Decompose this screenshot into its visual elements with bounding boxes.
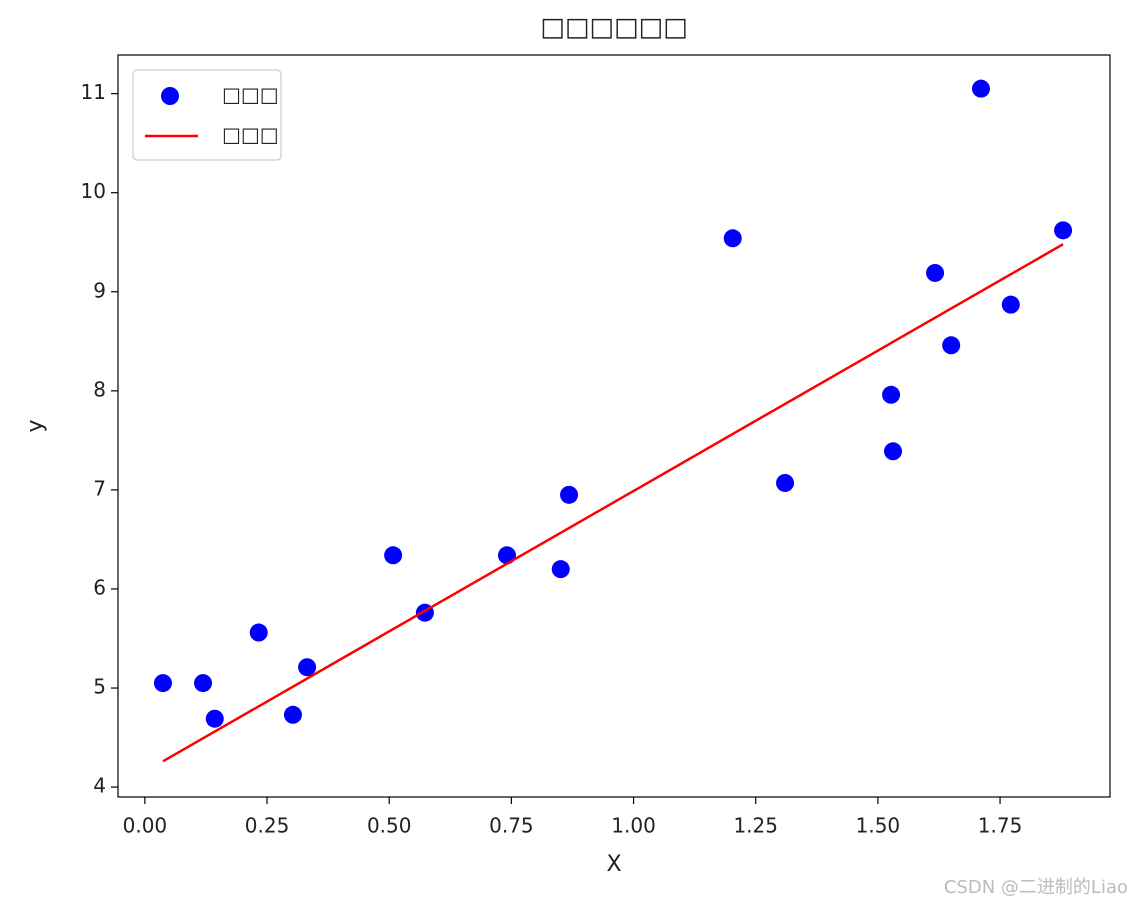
y-tick-label: 11 bbox=[81, 80, 106, 104]
x-tick-label: 0.75 bbox=[489, 814, 534, 838]
point bbox=[560, 485, 579, 504]
plot-frame bbox=[117, 54, 1111, 798]
legend-label: □□□ bbox=[222, 83, 279, 107]
y-tick-label: 5 bbox=[93, 675, 106, 699]
y-axis-label: y bbox=[23, 419, 48, 432]
legend-label: □□□ bbox=[222, 123, 279, 147]
point bbox=[971, 79, 990, 98]
point bbox=[194, 674, 213, 693]
x-tick-label: 0.25 bbox=[245, 814, 290, 838]
point bbox=[384, 546, 403, 565]
point bbox=[153, 674, 172, 693]
legend-marker bbox=[161, 87, 179, 105]
y-tick-label: 6 bbox=[93, 575, 106, 599]
point bbox=[1001, 295, 1020, 314]
y-tick-label: 9 bbox=[93, 278, 106, 302]
chart-title: □□□□□□ bbox=[540, 13, 687, 43]
y-tick-label: 8 bbox=[93, 377, 106, 401]
point bbox=[551, 560, 570, 579]
x-tick-label: 1.00 bbox=[611, 814, 656, 838]
point bbox=[723, 229, 742, 248]
point bbox=[942, 336, 961, 355]
point bbox=[205, 709, 224, 728]
point bbox=[926, 263, 945, 282]
x-tick-label: 1.75 bbox=[978, 814, 1023, 838]
fit-line bbox=[162, 243, 1064, 763]
x-axis-label: X bbox=[606, 852, 621, 877]
point bbox=[884, 442, 903, 461]
x-tick-label: 1.50 bbox=[856, 814, 901, 838]
y-tick-label: 7 bbox=[93, 476, 106, 500]
point bbox=[776, 473, 795, 492]
y-tick-label: 4 bbox=[93, 774, 106, 798]
x-tick-label: 0.00 bbox=[123, 814, 168, 838]
point bbox=[882, 385, 901, 404]
point bbox=[497, 546, 516, 565]
point bbox=[249, 623, 268, 642]
x-tick-label: 1.25 bbox=[733, 814, 778, 838]
point bbox=[283, 705, 302, 724]
x-tick-label: 0.50 bbox=[367, 814, 412, 838]
point bbox=[1054, 221, 1073, 240]
watermark: CSDN @二进制的Liao bbox=[944, 877, 1128, 898]
point bbox=[298, 658, 317, 677]
y-tick-label: 10 bbox=[81, 179, 106, 203]
